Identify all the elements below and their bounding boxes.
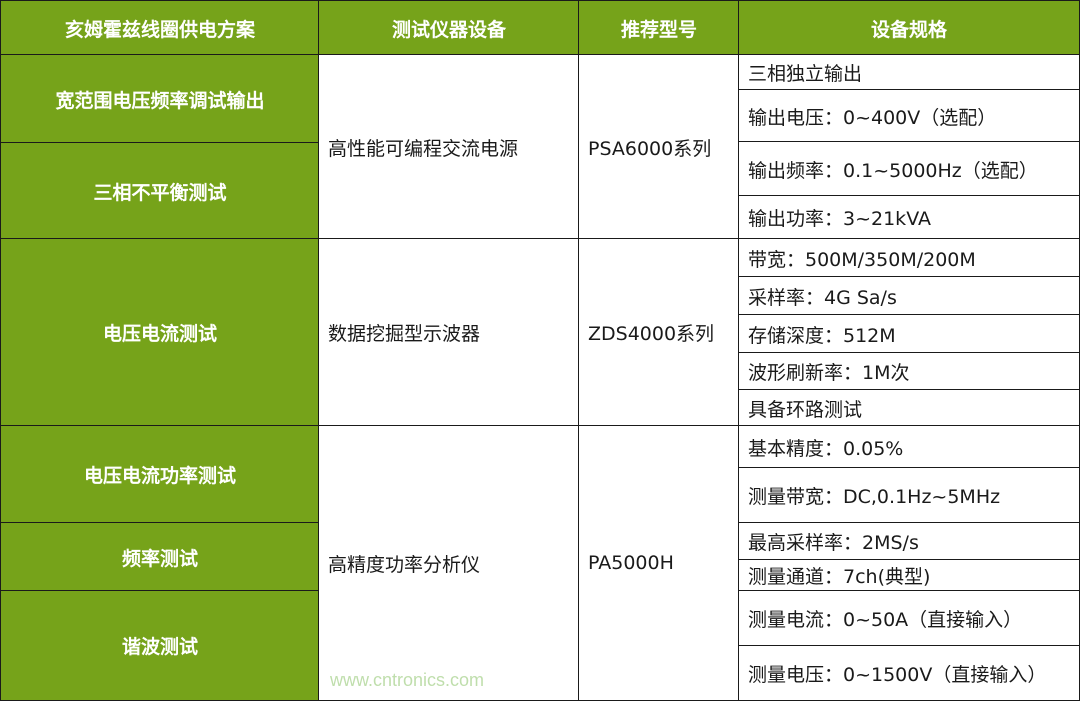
spec-cell: 存储深度：512M (738, 314, 1080, 354)
scheme-cell: 三相不平衡测试 (0, 142, 320, 240)
header-scheme: 亥姆霍兹线圈供电方案 (0, 0, 320, 56)
scheme-cell: 电压电流测试 (0, 238, 320, 427)
scheme-cell: 频率测试 (0, 522, 320, 592)
spec-cell: 输出功率：3~21kVA (738, 195, 1080, 240)
scheme-cell: 谐波测试 (0, 590, 320, 701)
device-cell: 高性能可编程交流电源 (318, 54, 580, 240)
model-cell: ZDS4000系列 (578, 238, 740, 427)
spec-cell: 具备环路测试 (738, 389, 1080, 427)
watermark: www.cntronics.com (330, 670, 485, 690)
spec-cell: 测量通道：7ch(典型) (738, 559, 1080, 592)
spec-cell: 测量电压：0~1500V（直接输入） (738, 645, 1080, 701)
spec-cell: 输出电压：0~400V（选配） (738, 89, 1080, 143)
header-specs: 设备规格 (738, 0, 1080, 56)
spec-cell: 三相独立输出 (738, 54, 1080, 91)
device-cell: 高精度功率分析仪 (318, 425, 580, 701)
model-cell: PA5000H (578, 425, 740, 701)
spec-cell: 输出频率：0.1~5000Hz（选配） (738, 141, 1080, 197)
spec-cell: 测量带宽：DC,0.1Hz~5MHz (738, 467, 1080, 524)
header-device: 测试仪器设备 (318, 0, 580, 56)
spec-cell: 带宽：500M/350M/200M (738, 238, 1080, 278)
spec-cell: 基本精度：0.05% (738, 425, 1080, 469)
spec-cell: 最高采样率：2MS/s (738, 522, 1080, 561)
model-cell: PSA6000系列 (578, 54, 740, 240)
header-model: 推荐型号 (578, 0, 740, 56)
device-cell: 数据挖掘型示波器 (318, 238, 580, 427)
scheme-cell: 宽范围电压频率调试输出 (0, 54, 320, 144)
spec-cell: 测量电流：0~50A（直接输入） (738, 590, 1080, 647)
spec-cell: 波形刷新率：1M次 (738, 352, 1080, 391)
spec-cell: 采样率：4G Sa/s (738, 276, 1080, 316)
scheme-cell: 电压电流功率测试 (0, 425, 320, 524)
